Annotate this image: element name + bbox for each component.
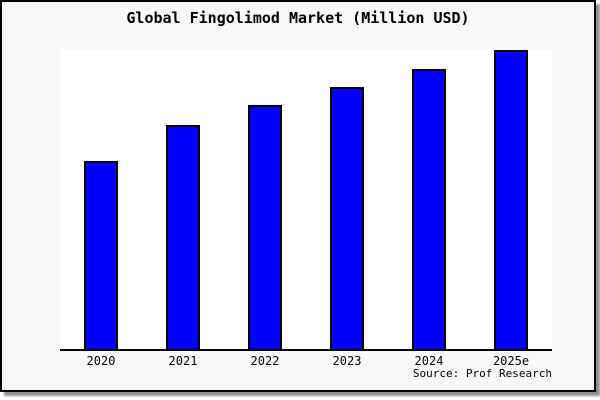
bars-group bbox=[60, 49, 552, 349]
x-tick-label-2022: 2022 bbox=[250, 354, 280, 368]
bar-2021 bbox=[166, 124, 200, 349]
chart-title: Global Fingolimod Market (Million USD) bbox=[126, 9, 470, 27]
bar-2023 bbox=[330, 87, 364, 349]
bar-2025e bbox=[494, 49, 528, 349]
x-tick-label-2021: 2021 bbox=[168, 354, 198, 368]
chart-frame: Global Fingolimod Market (Million USD) 2… bbox=[0, 0, 596, 392]
x-tick-label-2024: 2024 bbox=[414, 354, 444, 368]
x-tick-label-2025e: 2025e bbox=[492, 354, 530, 368]
bar-2020 bbox=[84, 161, 118, 349]
x-axis-tick-labels: 2020 2021 2022 2023 2024 2025e bbox=[60, 354, 552, 368]
x-tick-label-2023: 2023 bbox=[332, 354, 362, 368]
x-tick-label-2020: 2020 bbox=[86, 354, 116, 368]
source-credit: Source: Prof Research bbox=[412, 367, 552, 380]
bar-2024 bbox=[412, 68, 446, 349]
bar-2022 bbox=[248, 105, 282, 349]
plot-area bbox=[60, 49, 552, 351]
